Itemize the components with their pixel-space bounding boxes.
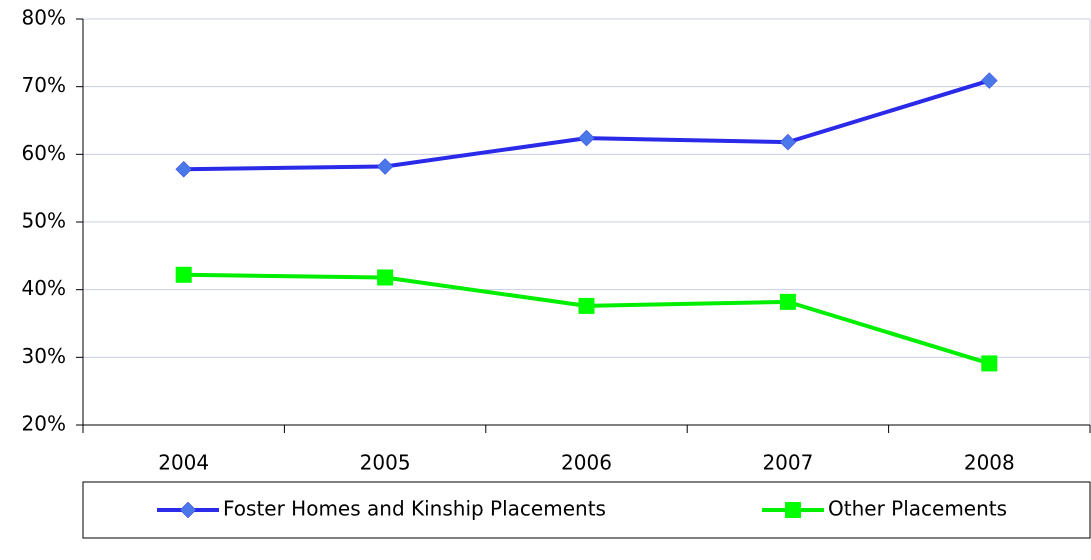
- y-tick-label: 60%: [22, 141, 66, 165]
- data-point: [377, 269, 394, 286]
- data-point: [578, 129, 595, 147]
- x-tick-label: 2006: [561, 451, 612, 475]
- y-tick-label: 30%: [22, 344, 66, 368]
- y-tick-label: 40%: [22, 276, 66, 300]
- series-line: [183, 272, 990, 366]
- data-point: [779, 293, 796, 310]
- data-point: [779, 133, 797, 151]
- legend-marker: [785, 502, 801, 518]
- y-tick-label: 20%: [22, 412, 66, 436]
- data-point: [980, 72, 998, 89]
- x-tick-label: 2005: [360, 451, 411, 475]
- y-tick-label: 50%: [22, 209, 66, 233]
- series-line: [183, 78, 990, 172]
- legend-label: Other Placements: [828, 497, 1007, 521]
- x-tick-label: 2007: [762, 451, 813, 475]
- x-tick-label: 2008: [964, 451, 1015, 475]
- data-point: [175, 266, 192, 283]
- legend-box: [82, 481, 1091, 539]
- data-point: [578, 297, 595, 314]
- data-point: [981, 355, 998, 372]
- legend-label: Foster Homes and Kinship Placements: [223, 497, 606, 521]
- y-tick-label: 70%: [22, 73, 66, 97]
- x-tick-label: 2004: [158, 451, 209, 475]
- legend-marker: [179, 501, 197, 519]
- y-tick-label: 80%: [22, 6, 66, 30]
- data-point: [175, 160, 193, 178]
- data-point: [376, 158, 394, 175]
